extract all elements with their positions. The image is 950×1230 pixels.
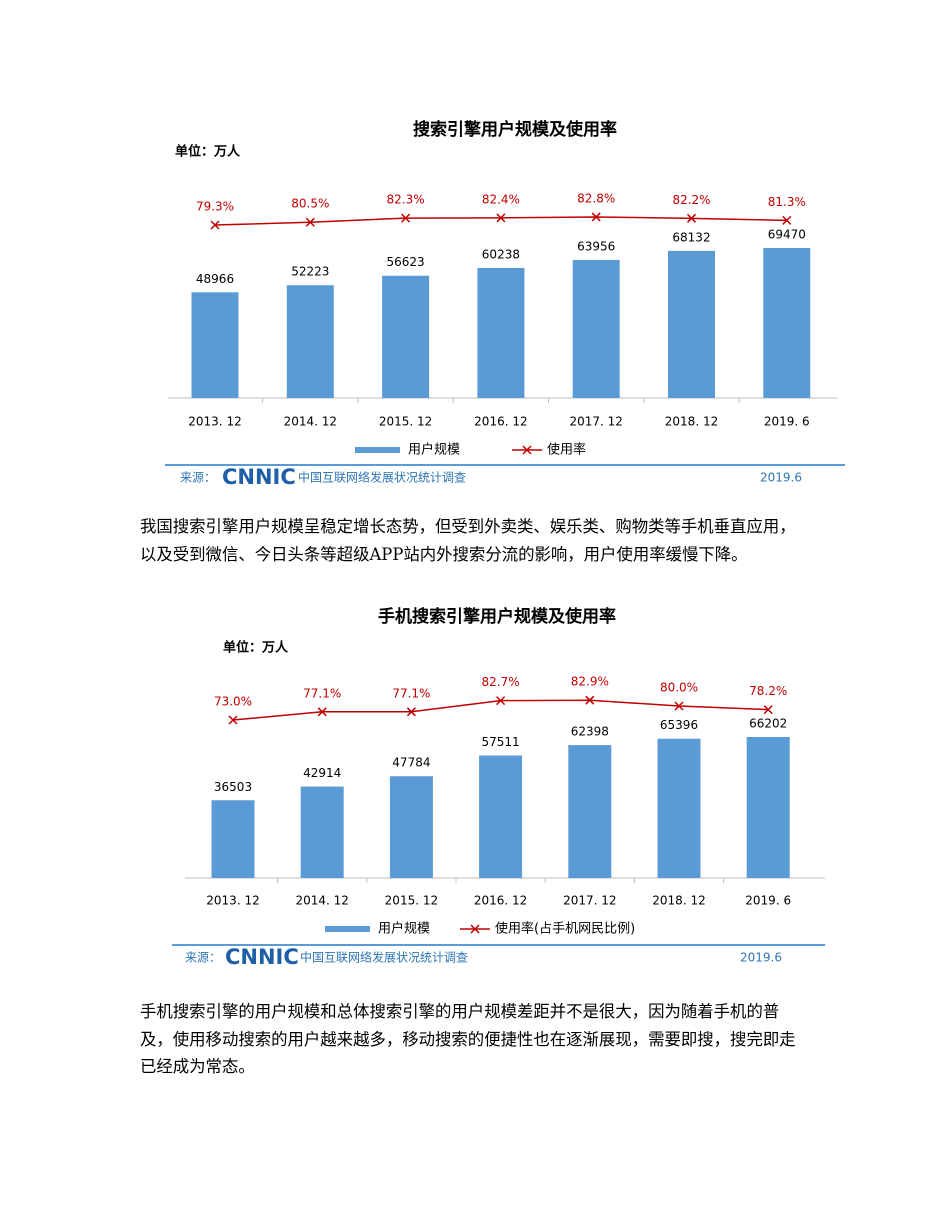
line-value-label: 82.8% [577,191,615,205]
bar [568,745,612,878]
line-marker [496,696,506,706]
bar [389,776,433,878]
x-tick-label: 2014. 12 [295,894,348,908]
bar [300,786,344,878]
bar-value-label: 65396 [660,718,698,732]
bar-value-label: 52223 [291,265,329,279]
bar-value-label: 60238 [482,247,520,261]
line-marker [763,705,773,715]
bar-value-label: 56623 [387,255,425,269]
source-label: 来源： [185,951,221,965]
bar-value-label: 68132 [672,230,710,244]
unit-label: 单位：万人 [223,640,289,656]
source-date: 2019.6 [760,471,802,485]
source-logo: CNNIC [225,945,299,969]
x-tick-label: 2019. 6 [764,415,810,429]
x-tick-label: 2013. 12 [188,415,241,429]
line-marker [686,213,697,223]
legend-swatch [325,926,370,932]
line-value-label: 77.1% [392,686,430,700]
line-marker [585,695,595,705]
bar-value-label: 69470 [768,228,806,242]
line-value-label: 82.3% [387,193,425,207]
bar [286,285,334,398]
line-marker [782,215,792,225]
paragraph: 我国搜索引擎用户规模呈稳定增长态势，但受到外卖类、娱乐类、购物类等手机垂直应用，… [140,517,796,564]
line [232,699,769,721]
bar [382,275,430,398]
line-marker [674,701,684,711]
bar [191,292,239,398]
line-marker [305,217,315,227]
bar [668,250,715,398]
x-tick-label: 2017. 12 [563,894,616,908]
bar [572,259,620,398]
line-value-label: 73.0% [214,695,252,709]
bar-value-label: 48966 [196,272,234,286]
bar [479,755,523,878]
x-tick-label: 2017. 12 [569,415,622,429]
line-marker [496,213,506,223]
bar [763,248,811,398]
source-date: 2019.6 [740,951,782,965]
line-value-label: 81.3% [768,195,806,209]
x-tick-label: 2015. 12 [385,894,438,908]
bar [211,800,255,878]
bar [657,738,701,878]
x-tick-label: 2018. 12 [652,894,705,908]
unit-label: 单位：万人 [175,144,241,160]
legend-label: 用户规模 [378,921,430,937]
bar-value-label: 36503 [214,780,252,794]
source-text: 中国互联网络发展状况统计调查 [300,950,468,965]
legend-label: 使用率(占手机网民比例) [495,921,635,937]
x-tick-label: 2016. 12 [474,894,527,908]
source-label: 来源： [180,471,216,485]
source-logo: CNNIC [222,465,296,489]
bar-value-label: 66202 [749,717,787,731]
chart-title: 手机搜索引擎用户规模及使用率 [378,606,616,627]
line-value-label: 80.0% [660,681,698,695]
line-value-label: 77.1% [303,686,341,700]
legend-label: 使用率 [547,442,586,458]
x-tick-label: 2018. 12 [665,415,718,429]
line-value-label: 78.2% [749,684,787,698]
legend-swatch [355,447,400,453]
line-marker [210,220,220,230]
line-value-label: 82.4% [482,192,520,206]
line-value-label: 80.5% [291,197,329,211]
x-tick-label: 2014. 12 [284,415,337,429]
line-marker [317,707,327,717]
bar-value-label: 47784 [392,756,430,770]
legend-swatch [470,924,480,934]
line-value-label: 82.9% [571,675,609,689]
bar [746,737,790,878]
line-marker [401,213,411,223]
legend-swatch [522,445,532,455]
line-value-label: 82.2% [672,193,710,207]
x-tick-label: 2016. 12 [474,415,527,429]
bar [477,267,525,398]
x-tick-label: 2019. 6 [745,894,791,908]
bar-value-label: 62398 [571,725,609,739]
legend-label: 用户规模 [408,442,460,458]
line-marker [406,707,416,717]
bar-value-label: 63956 [577,239,615,253]
paragraph: 手机搜索引擎的用户规模和总体搜索引擎的用户规模差距并不是很大，因为随着手机的普及… [140,1002,796,1076]
line-value-label: 79.3% [196,200,234,214]
line-marker [591,212,601,222]
x-tick-label: 2013. 12 [206,894,259,908]
x-tick-label: 2015. 12 [379,415,432,429]
source-text: 中国互联网络发展状况统计调查 [298,470,466,485]
line-marker [228,715,238,725]
bar-value-label: 42914 [303,766,341,780]
line-value-label: 82.7% [482,675,520,689]
bar-value-label: 57511 [482,735,520,749]
chart-title: 搜索引擎用户规模及使用率 [413,119,617,140]
